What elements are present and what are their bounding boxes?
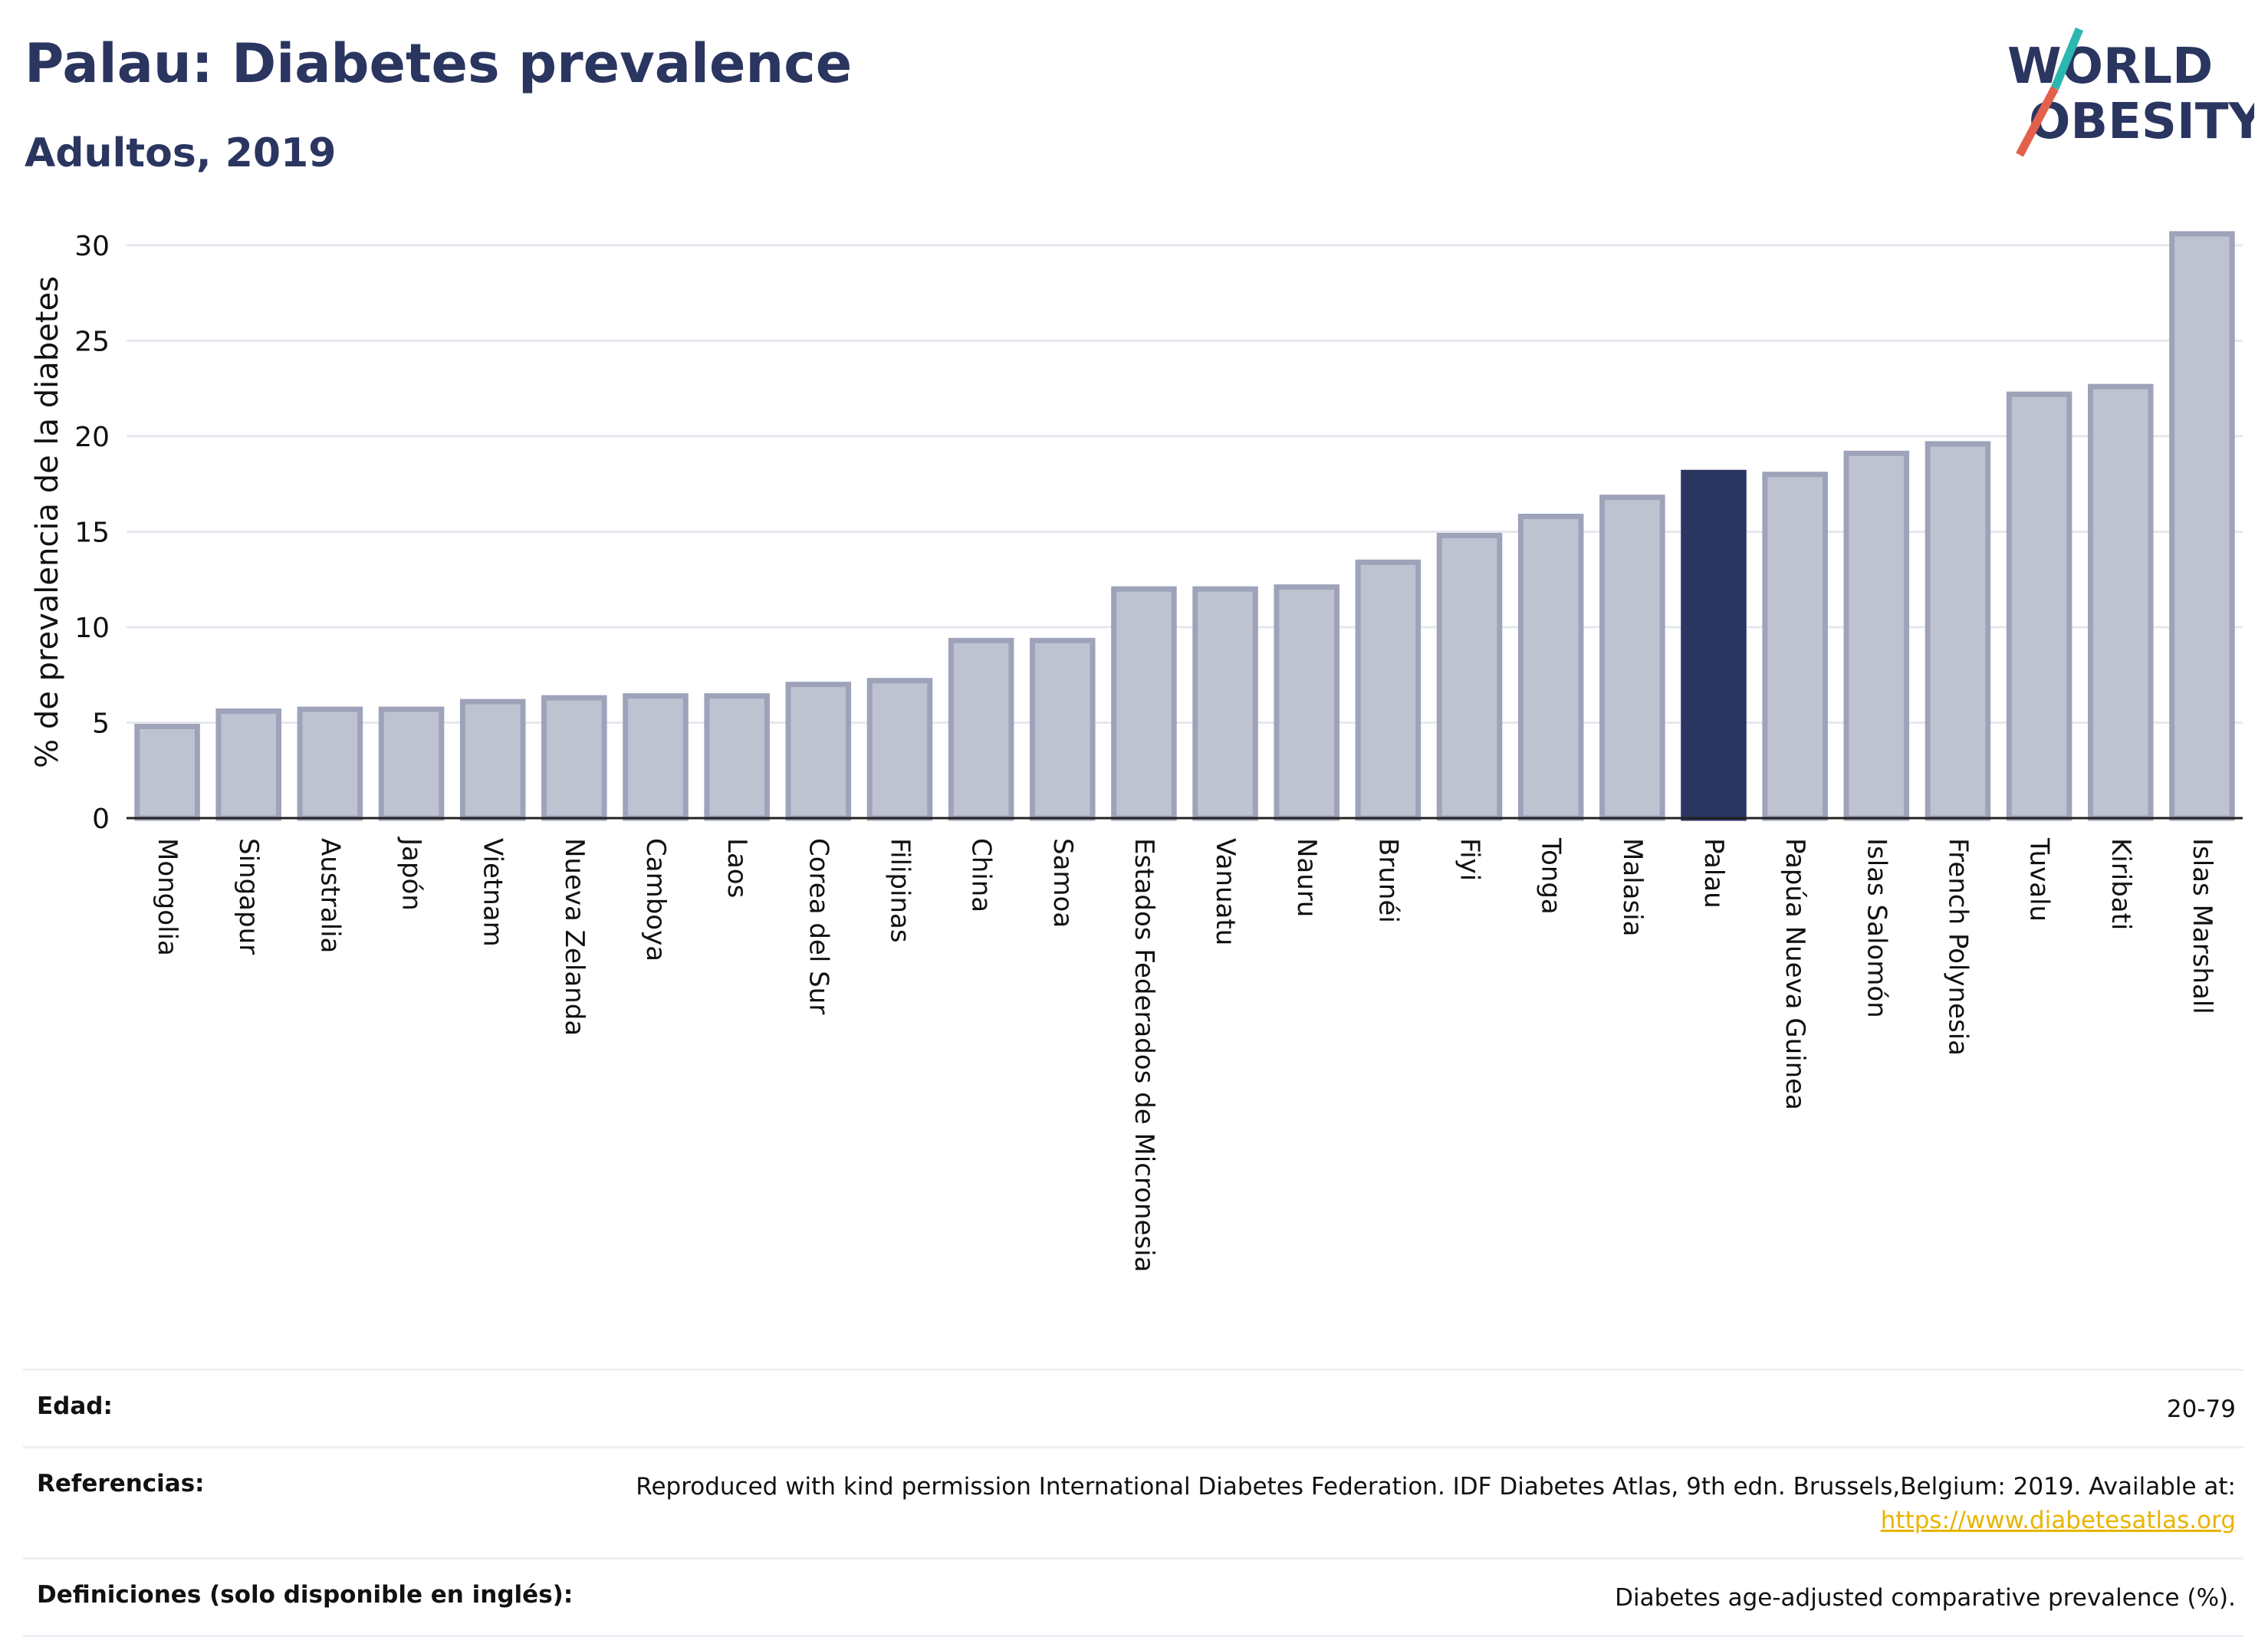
y-tick-label: 5 (92, 708, 110, 739)
logo-slash-red (2016, 86, 2059, 157)
bar-kiribati (2087, 383, 2154, 821)
bar-australia (297, 706, 363, 821)
bar-samoa (1029, 637, 1096, 821)
x-tick-label: French Polynesia (1942, 838, 1973, 1056)
y-tick-label: 30 (74, 231, 110, 262)
y-axis-label: % de prevalencia de la diabetes (30, 276, 65, 768)
bar-nauru (1274, 584, 1340, 821)
y-tick-label: 15 (74, 517, 110, 548)
x-tick-label: Nauru (1291, 838, 1322, 917)
references-row: Referencias: Reproduced with kind permis… (23, 1446, 2243, 1557)
definitions-row: Definiciones (solo disponible en inglés)… (23, 1557, 2243, 1637)
x-tick-label: Vietnam (478, 838, 508, 947)
page-subtitle: Adultos, 2019 (25, 130, 337, 176)
bar-china (948, 637, 1014, 821)
y-tick-label: 0 (92, 804, 110, 835)
x-tick-label: Tuvalu (2024, 837, 2055, 922)
bar-estados-federados-de-micronesia (1111, 586, 1177, 821)
bar-camboya (623, 693, 689, 821)
x-tick-label: Fiyi (1454, 838, 1485, 881)
logo-word-2: OBESITY (2029, 94, 2254, 150)
references-link[interactable]: https://www.diabetesatlas.org (1880, 1507, 2236, 1534)
x-tick-label: Filipinas (884, 838, 915, 943)
x-tick-label: Australia (314, 838, 345, 953)
x-tick-label: Islas Salomón (1861, 838, 1892, 1018)
x-tick-label: Papúa Nueva Guinea (1780, 838, 1810, 1110)
bar-vietnam (459, 699, 526, 821)
y-tick-label: 25 (74, 326, 110, 357)
bar-brun-i (1355, 559, 1422, 821)
bar-chart: 0 5 10 15 20 25 30 % de prevalencia de la diabe… (30, 231, 2243, 1272)
bar-tuvalu (2006, 391, 2072, 821)
bar-palau (1681, 469, 1747, 821)
definitions-label: Definiciones (solo disponible en inglés)… (37, 1581, 574, 1609)
references-text: Reproduced with kind permission Internat… (636, 1473, 2236, 1501)
x-tick-label: Vanuatu (1210, 838, 1241, 945)
bar-corea-del-sur (785, 682, 852, 821)
bar-fiyi (1436, 532, 1503, 821)
x-tick-label: Estados Federados de Micronesia (1129, 838, 1159, 1272)
age-row: Edad: 20-79 (23, 1369, 2243, 1446)
bar-islas-salom-n (1843, 450, 1910, 821)
x-tick-label: Japón (396, 837, 427, 911)
bar-malasia (1599, 495, 1665, 821)
x-tick-label: China (966, 838, 997, 912)
x-tick-label: Kiribati (2105, 838, 2136, 930)
x-tick-label: Laos (721, 838, 752, 898)
info-table: Edad: 20-79 Referencias: Reproduced with… (23, 1369, 2243, 1637)
bar-french-polynesia (1925, 441, 1991, 821)
bar-vanuatu (1192, 586, 1258, 821)
bar-mongolia (134, 723, 200, 821)
definitions-value: Diabetes age-adjusted comparative preval… (1615, 1584, 2236, 1612)
references-value: Reproduced with kind permission Internat… (636, 1470, 2243, 1537)
x-tick-label: Palau (1698, 838, 1729, 909)
x-tick-label: Islas Marshall (2187, 838, 2217, 1014)
x-tick-label: Corea del Sur (803, 838, 833, 1014)
bar-filipinas (866, 678, 933, 821)
page-title: Palau: Diabetes prevalence (25, 32, 853, 95)
world-obesity-logo: WORLD OBESITY (2007, 27, 2254, 157)
x-tick-label: Samoa (1047, 838, 1078, 928)
x-tick-label: Mongolia (152, 838, 182, 956)
references-label: Referencias: (37, 1470, 205, 1497)
bar-jap-n (378, 706, 445, 821)
logo-slash-teal (2050, 27, 2084, 90)
bar-singapur (215, 708, 282, 821)
x-tick-label: Camboya (640, 838, 671, 961)
bar-pap-a-nueva-guinea (1762, 472, 1828, 821)
age-value: 20-79 (2166, 1395, 2236, 1423)
age-label: Edad: (37, 1392, 113, 1420)
x-tick-label: Nueva Zelanda (559, 838, 590, 1036)
bar-laos (704, 693, 770, 821)
bar-tonga (1517, 514, 1584, 821)
x-tick-label: Singapur (233, 838, 264, 955)
x-tick-label: Tonga (1536, 837, 1566, 915)
bar-nueva-zelanda (541, 695, 607, 821)
logo-word-1: WORLD (2007, 38, 2213, 95)
y-tick-label: 20 (74, 422, 110, 453)
bar-islas-marshall (2169, 231, 2235, 821)
y-tick-label: 10 (74, 613, 110, 644)
x-tick-label: Malasia (1617, 838, 1648, 936)
x-tick-label: Brunéi (1372, 838, 1403, 923)
